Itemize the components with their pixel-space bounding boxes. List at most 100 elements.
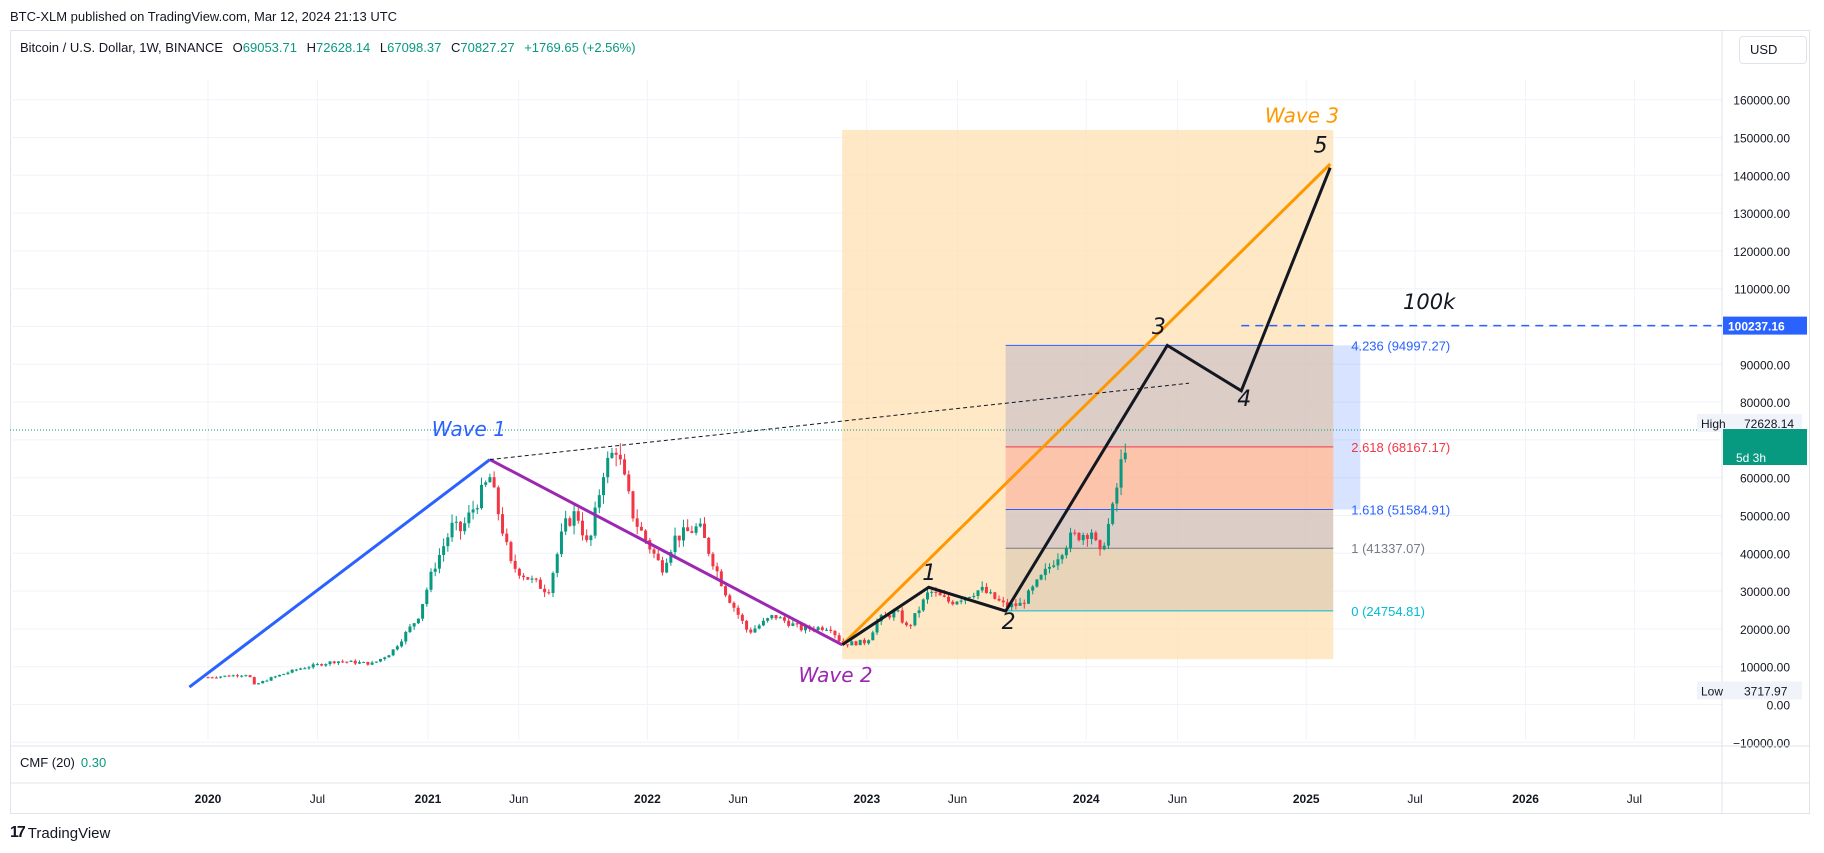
candle[interactable]: [589, 535, 593, 541]
candle[interactable]: [509, 542, 513, 561]
candle[interactable]: [256, 683, 260, 685]
candle[interactable]: [644, 530, 648, 541]
candle[interactable]: [993, 592, 997, 599]
candle[interactable]: [942, 595, 946, 597]
candle[interactable]: [1060, 555, 1064, 560]
candle[interactable]: [484, 482, 488, 485]
candle[interactable]: [984, 586, 988, 593]
candle[interactable]: [568, 518, 572, 526]
candle[interactable]: [244, 675, 248, 677]
candle[interactable]: [660, 560, 664, 573]
candle[interactable]: [888, 615, 892, 618]
currency-selector[interactable]: USD: [1739, 36, 1807, 64]
candle[interactable]: [833, 630, 837, 636]
candle[interactable]: [850, 641, 854, 646]
candle[interactable]: [757, 625, 761, 629]
candle[interactable]: [1018, 602, 1022, 606]
candle[interactable]: [269, 677, 273, 681]
candle[interactable]: [938, 592, 942, 596]
candle[interactable]: [904, 622, 908, 626]
candle[interactable]: [968, 596, 972, 598]
candle[interactable]: [564, 518, 568, 532]
candle[interactable]: [370, 662, 374, 665]
candle[interactable]: [681, 527, 685, 541]
candle[interactable]: [387, 655, 391, 658]
candle[interactable]: [627, 474, 631, 492]
candle[interactable]: [235, 675, 239, 677]
trend-line[interactable]: [489, 382, 1190, 461]
candle[interactable]: [404, 632, 408, 642]
candle[interactable]: [774, 615, 778, 619]
candle[interactable]: [534, 578, 538, 580]
candle[interactable]: [782, 617, 786, 621]
candle[interactable]: [475, 508, 479, 510]
candle[interactable]: [395, 646, 399, 650]
candle[interactable]: [593, 507, 597, 536]
candle[interactable]: [374, 661, 378, 663]
candle[interactable]: [618, 454, 622, 460]
candle[interactable]: [980, 586, 984, 591]
candle[interactable]: [437, 555, 441, 569]
candle[interactable]: [846, 644, 850, 646]
candle[interactable]: [530, 578, 534, 580]
candle[interactable]: [383, 657, 387, 659]
candle[interactable]: [1056, 559, 1060, 566]
candle[interactable]: [513, 560, 517, 569]
candle[interactable]: [1069, 532, 1073, 549]
candle[interactable]: [1043, 568, 1047, 576]
candle[interactable]: [1111, 503, 1115, 524]
candle[interactable]: [951, 601, 955, 605]
candle[interactable]: [740, 614, 744, 621]
candle[interactable]: [1026, 590, 1030, 604]
candle[interactable]: [652, 549, 656, 554]
candle[interactable]: [265, 680, 269, 682]
candle[interactable]: [606, 457, 610, 478]
candle[interactable]: [778, 617, 782, 619]
cmf-indicator[interactable]: CMF (20) 0.30: [20, 755, 106, 770]
candle[interactable]: [467, 512, 471, 524]
candle[interactable]: [421, 604, 425, 619]
candle[interactable]: [791, 623, 795, 626]
candle[interactable]: [223, 675, 227, 677]
candle[interactable]: [522, 575, 526, 578]
candle[interactable]: [1073, 532, 1077, 534]
candle[interactable]: [635, 518, 639, 527]
candle[interactable]: [336, 661, 340, 664]
candle[interactable]: [496, 487, 500, 515]
candle[interactable]: [580, 520, 584, 536]
candle[interactable]: [227, 675, 231, 677]
candle[interactable]: [328, 661, 332, 665]
candle[interactable]: [955, 601, 959, 605]
candle[interactable]: [1106, 523, 1110, 546]
candle[interactable]: [614, 452, 618, 455]
candle[interactable]: [433, 568, 437, 572]
candle[interactable]: [311, 664, 315, 668]
candle[interactable]: [572, 511, 576, 526]
candle[interactable]: [749, 629, 753, 633]
candle[interactable]: [875, 621, 879, 633]
candle[interactable]: [315, 664, 319, 666]
candle[interactable]: [294, 669, 298, 671]
candle[interactable]: [677, 535, 681, 541]
candle[interactable]: [559, 531, 563, 555]
candle[interactable]: [761, 620, 765, 626]
candle[interactable]: [1014, 603, 1018, 606]
candle[interactable]: [332, 661, 336, 664]
candle[interactable]: [909, 625, 913, 627]
candle[interactable]: [543, 588, 547, 593]
candle[interactable]: [501, 514, 505, 534]
candle[interactable]: [858, 639, 862, 646]
candle[interactable]: [290, 669, 294, 673]
candle[interactable]: [1085, 534, 1089, 539]
candle[interactable]: [610, 452, 614, 458]
candle[interactable]: [1102, 545, 1106, 550]
candle[interactable]: [307, 667, 311, 669]
candle[interactable]: [517, 568, 521, 576]
candle[interactable]: [770, 615, 774, 619]
candle[interactable]: [715, 566, 719, 572]
candle[interactable]: [458, 521, 462, 532]
candle[interactable]: [934, 591, 938, 593]
candle[interactable]: [820, 627, 824, 631]
candle[interactable]: [219, 676, 223, 678]
projection-box[interactable]: [842, 129, 1334, 660]
